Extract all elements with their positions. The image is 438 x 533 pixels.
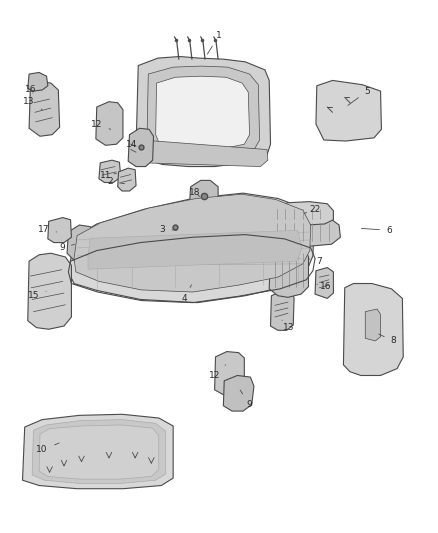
Text: 17: 17 <box>38 225 57 234</box>
Polygon shape <box>136 56 271 166</box>
Text: 11: 11 <box>100 171 117 180</box>
Text: 13: 13 <box>282 320 295 332</box>
Text: 5: 5 <box>348 86 370 106</box>
Text: 2: 2 <box>107 177 124 186</box>
Polygon shape <box>118 168 136 191</box>
Polygon shape <box>271 201 333 225</box>
Text: 10: 10 <box>36 443 59 455</box>
Polygon shape <box>128 128 153 166</box>
Polygon shape <box>343 284 403 375</box>
Text: 16: 16 <box>317 281 332 290</box>
Polygon shape <box>29 82 60 136</box>
Polygon shape <box>147 66 260 157</box>
Text: 3: 3 <box>159 225 177 234</box>
Text: 4: 4 <box>181 285 191 303</box>
Polygon shape <box>189 180 218 214</box>
Text: 8: 8 <box>379 334 396 345</box>
Polygon shape <box>28 253 71 329</box>
Text: 12: 12 <box>209 365 226 380</box>
Polygon shape <box>67 225 95 261</box>
Text: 13: 13 <box>23 97 42 110</box>
Text: 18: 18 <box>189 188 201 197</box>
Text: 1: 1 <box>207 31 222 54</box>
Polygon shape <box>22 414 173 489</box>
Text: 7: 7 <box>309 257 322 265</box>
Polygon shape <box>271 290 294 330</box>
Polygon shape <box>28 72 48 91</box>
Polygon shape <box>88 230 302 269</box>
Polygon shape <box>68 193 314 303</box>
Polygon shape <box>269 244 308 297</box>
Polygon shape <box>39 425 159 479</box>
Polygon shape <box>163 213 186 241</box>
Polygon shape <box>99 160 121 182</box>
Polygon shape <box>155 76 250 150</box>
Polygon shape <box>215 352 244 395</box>
Polygon shape <box>96 102 123 146</box>
Polygon shape <box>140 140 268 166</box>
Text: 14: 14 <box>126 140 140 149</box>
Text: 22: 22 <box>304 205 321 214</box>
Text: 15: 15 <box>28 291 46 300</box>
Polygon shape <box>223 375 254 411</box>
Polygon shape <box>48 217 71 243</box>
Polygon shape <box>315 268 333 298</box>
Polygon shape <box>316 80 381 141</box>
Polygon shape <box>32 419 166 483</box>
Text: 16: 16 <box>25 85 36 94</box>
Text: 12: 12 <box>91 119 111 130</box>
Text: 9: 9 <box>240 390 252 409</box>
Polygon shape <box>74 194 311 292</box>
Text: 9: 9 <box>59 244 74 253</box>
Polygon shape <box>271 214 340 246</box>
Text: 6: 6 <box>361 226 392 235</box>
Polygon shape <box>365 309 381 341</box>
